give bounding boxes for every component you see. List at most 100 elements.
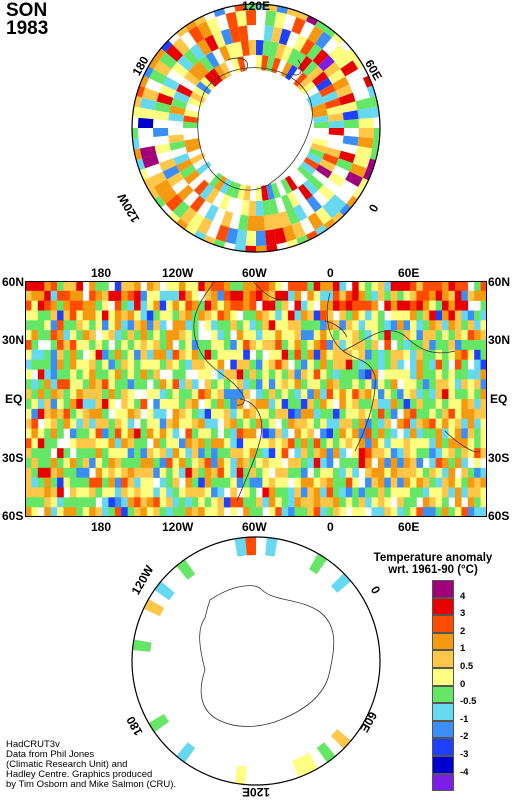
anomaly-cell — [76, 310, 84, 321]
anomaly-cell — [134, 340, 141, 351]
anomaly-cell — [300, 467, 308, 478]
anomaly-cell — [102, 399, 109, 410]
anomaly-cell — [236, 281, 244, 292]
anomaly-cell — [358, 281, 366, 292]
anomaly-cell — [326, 448, 334, 459]
anomaly-cell — [162, 76, 180, 91]
anomaly-cell — [357, 107, 374, 120]
anomaly-cell — [152, 580, 175, 601]
anomaly-cell — [108, 448, 116, 459]
anomaly-cell — [211, 418, 218, 429]
anomaly-cell — [397, 281, 404, 292]
anomaly-cell — [191, 300, 199, 311]
anomaly-cell — [95, 349, 103, 360]
anomaly-cell — [328, 128, 344, 136]
anomaly-cell — [25, 438, 32, 449]
legend-title: Temperature anomaly wrt. 1961-90 (°C) — [358, 552, 508, 576]
anomaly-cell — [435, 477, 443, 488]
anomaly-cell — [262, 477, 270, 488]
anomaly-cell — [435, 369, 443, 380]
anomaly-cell — [345, 458, 353, 469]
anomaly-cell — [44, 320, 51, 331]
legend-swatch — [432, 580, 454, 598]
anomaly-cell — [358, 487, 366, 498]
anomaly-cell — [403, 389, 411, 400]
anomaly-cell — [191, 497, 199, 508]
anomaly-cell — [234, 244, 246, 252]
anomaly-cell — [249, 418, 257, 429]
anomaly-cell — [50, 389, 58, 400]
anomaly-cell — [467, 497, 475, 508]
anomaly-cell — [268, 290, 276, 301]
anomaly-cell — [249, 290, 257, 301]
anomaly-cell — [352, 290, 359, 301]
anomaly-cell — [230, 467, 238, 478]
anomaly-cell — [140, 497, 148, 508]
anomaly-cell — [159, 399, 167, 410]
anomaly-cell — [326, 330, 334, 341]
anomaly-cell — [95, 320, 103, 331]
anomaly-cell — [127, 389, 135, 400]
anomaly-cell — [149, 69, 167, 85]
credit-line-4: Hadley Centre. Graphics produced — [6, 769, 153, 780]
anomaly-cell — [127, 310, 135, 321]
anomaly-cell — [307, 379, 315, 390]
anomaly-cell — [121, 281, 128, 292]
anomaly-cell — [25, 507, 32, 517]
anomaly-cell — [204, 399, 212, 410]
anomaly-cell — [262, 438, 270, 449]
anomaly-cell — [50, 458, 58, 469]
anomaly-cell — [69, 320, 77, 331]
anomaly-cell — [454, 477, 462, 488]
anomaly-cell — [146, 55, 160, 69]
anomaly-cell — [69, 290, 77, 301]
anomaly-cell — [371, 359, 379, 370]
anomaly-cell — [25, 389, 32, 400]
anomaly-cell — [121, 379, 128, 390]
anomaly-cell — [313, 487, 321, 498]
lat-30n-left: 30N — [2, 333, 25, 347]
anomaly-cell — [467, 477, 475, 488]
anomaly-cell — [313, 121, 329, 128]
anomaly-cell — [249, 497, 257, 508]
anomaly-cell — [50, 300, 58, 311]
anomaly-cell — [25, 477, 32, 488]
anomaly-cell — [313, 340, 321, 351]
anomaly-cell — [397, 359, 404, 370]
anomaly-cell — [467, 418, 475, 429]
anomaly-cell — [352, 300, 359, 311]
anomaly-cell — [442, 340, 449, 351]
anomaly-cell — [275, 369, 282, 380]
anomaly-cell — [320, 467, 327, 478]
anomaly-cell — [480, 340, 487, 351]
anomaly-cell — [358, 290, 366, 301]
anomaly-cell — [76, 428, 84, 439]
anomaly-cell — [223, 458, 231, 469]
anomaly-cell — [140, 487, 148, 498]
anomaly-cell — [422, 477, 430, 488]
anomaly-cell — [306, 195, 323, 213]
anomaly-cell — [229, 26, 241, 43]
anomaly-cell — [189, 152, 206, 165]
anomaly-cell — [339, 290, 347, 301]
anomaly-cell — [57, 340, 64, 351]
anomaly-cell — [140, 359, 148, 370]
anomaly-cell — [261, 55, 269, 71]
anomaly-cell — [153, 418, 161, 429]
anomaly-cell — [76, 290, 84, 301]
anomaly-cell — [191, 340, 199, 351]
anomaly-cell — [352, 448, 359, 459]
anomaly-cell — [461, 349, 469, 360]
anomaly-cell — [140, 379, 148, 390]
anomaly-cell — [410, 438, 417, 449]
bottom-lon-120w: 120W — [162, 520, 194, 534]
anomaly-cell — [166, 389, 173, 400]
lat-eq-right: EQ — [490, 392, 508, 406]
anomaly-cell — [454, 369, 462, 380]
anomaly-cell — [294, 281, 302, 292]
anomaly-cell — [416, 477, 424, 488]
anomaly-cell — [37, 408, 45, 419]
sp-lon-0: 0 — [368, 584, 384, 597]
anomaly-cell — [82, 448, 90, 459]
anomaly-cell — [403, 497, 411, 508]
